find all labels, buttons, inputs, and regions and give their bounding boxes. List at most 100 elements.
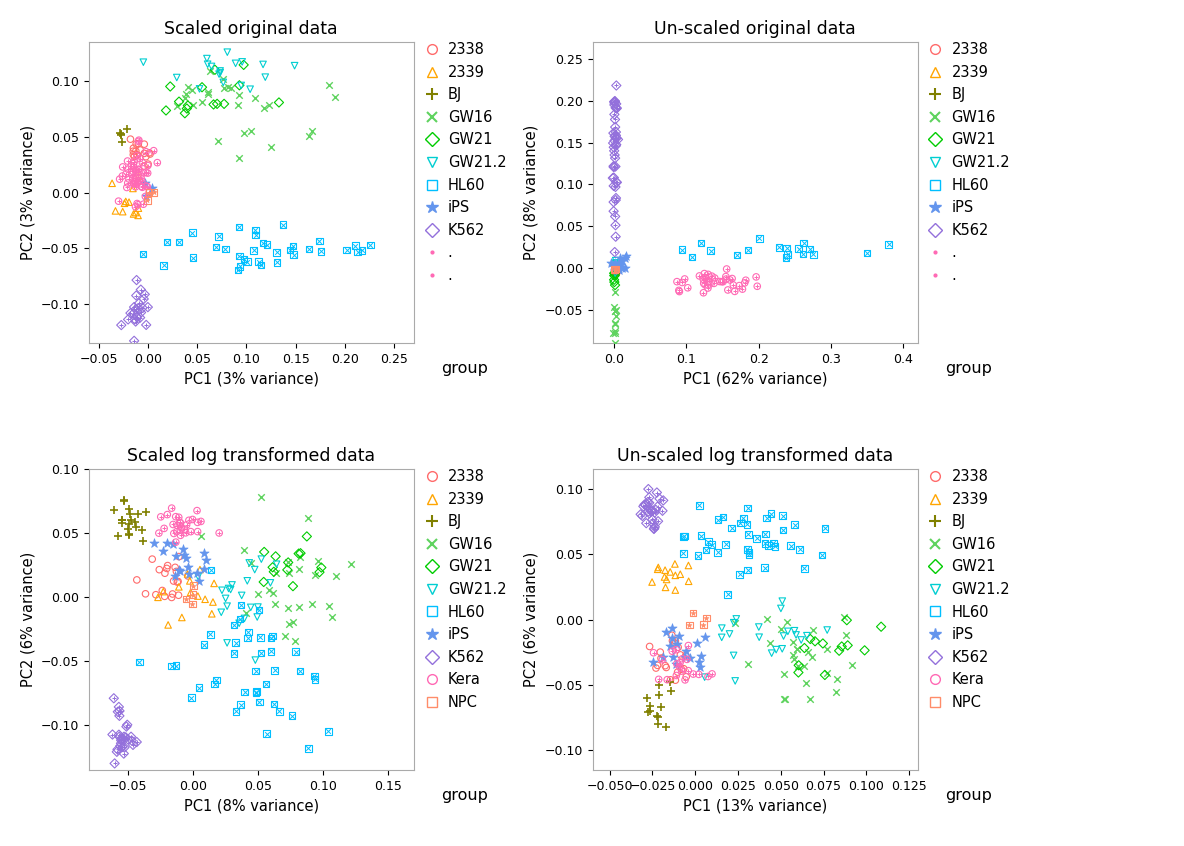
Point bbox=[605, 278, 624, 292]
Point bbox=[188, 570, 207, 584]
Point bbox=[665, 569, 684, 582]
Point bbox=[131, 171, 150, 184]
Point bbox=[311, 244, 330, 258]
Point bbox=[207, 240, 226, 254]
Point bbox=[719, 283, 738, 297]
Point bbox=[699, 535, 718, 548]
Point bbox=[274, 218, 292, 232]
Point bbox=[678, 639, 697, 652]
Point bbox=[646, 503, 665, 517]
Point bbox=[262, 631, 281, 645]
Point bbox=[716, 538, 735, 552]
Point bbox=[246, 228, 265, 242]
Point bbox=[688, 549, 707, 563]
Point bbox=[643, 517, 662, 530]
Point bbox=[129, 297, 148, 310]
Point bbox=[606, 131, 625, 145]
Point bbox=[121, 132, 140, 146]
Point bbox=[691, 650, 710, 663]
Point bbox=[722, 521, 741, 535]
Point bbox=[108, 745, 127, 759]
Point bbox=[231, 260, 250, 273]
Point bbox=[191, 82, 210, 96]
Point bbox=[604, 326, 623, 339]
Point bbox=[257, 238, 276, 251]
Point bbox=[110, 730, 129, 744]
Point bbox=[605, 245, 624, 259]
Point bbox=[607, 265, 626, 278]
Point bbox=[682, 250, 701, 264]
Point bbox=[104, 691, 123, 705]
Point bbox=[135, 288, 154, 301]
Point bbox=[136, 318, 155, 332]
Point bbox=[612, 261, 631, 274]
Point bbox=[770, 240, 789, 254]
Point bbox=[642, 504, 661, 518]
Point bbox=[720, 273, 739, 287]
Point bbox=[157, 562, 176, 575]
Point bbox=[696, 271, 715, 284]
Point bbox=[115, 730, 134, 744]
Point bbox=[109, 195, 128, 208]
Point bbox=[702, 538, 721, 552]
Point bbox=[130, 151, 149, 165]
Point bbox=[137, 179, 156, 193]
Point bbox=[236, 607, 255, 620]
Point bbox=[122, 514, 141, 527]
Point bbox=[111, 739, 130, 753]
Point bbox=[701, 244, 720, 257]
Point bbox=[187, 504, 206, 518]
Point bbox=[211, 64, 230, 78]
Point bbox=[163, 537, 182, 551]
Point bbox=[230, 250, 249, 263]
Point bbox=[126, 180, 144, 194]
Point bbox=[170, 516, 189, 530]
Point bbox=[238, 255, 257, 268]
Point bbox=[637, 691, 656, 705]
Point bbox=[605, 275, 624, 288]
Point bbox=[784, 648, 803, 662]
Point bbox=[670, 660, 689, 673]
Point bbox=[305, 673, 324, 686]
Point bbox=[678, 281, 697, 294]
Point bbox=[114, 732, 133, 745]
Point bbox=[604, 259, 623, 272]
Point bbox=[671, 568, 690, 581]
Point bbox=[718, 262, 736, 276]
Point bbox=[818, 624, 837, 637]
Point bbox=[674, 662, 693, 675]
Point bbox=[631, 508, 650, 521]
Point bbox=[297, 530, 316, 543]
Point bbox=[733, 283, 752, 296]
Point bbox=[111, 127, 130, 140]
Point bbox=[606, 101, 625, 114]
Point bbox=[264, 697, 283, 711]
Point bbox=[118, 176, 137, 190]
Point bbox=[251, 646, 270, 660]
Point bbox=[184, 588, 202, 602]
Point bbox=[318, 724, 337, 738]
Point bbox=[108, 743, 127, 756]
Point bbox=[725, 649, 744, 662]
Point bbox=[644, 522, 663, 536]
Point bbox=[736, 273, 755, 287]
Point bbox=[264, 697, 283, 711]
Point bbox=[673, 243, 691, 256]
Point bbox=[826, 685, 845, 699]
Point bbox=[758, 511, 777, 525]
Point bbox=[606, 336, 625, 349]
Point bbox=[645, 506, 664, 519]
Point bbox=[134, 247, 153, 261]
Point bbox=[774, 667, 793, 681]
Point bbox=[606, 194, 625, 207]
Point bbox=[176, 551, 195, 564]
Point bbox=[142, 181, 161, 195]
Point bbox=[604, 126, 623, 140]
Point bbox=[242, 601, 260, 614]
Point bbox=[605, 285, 624, 299]
Point bbox=[842, 658, 861, 672]
Point bbox=[231, 260, 250, 273]
Point bbox=[122, 159, 141, 173]
Point bbox=[192, 514, 211, 528]
Point bbox=[153, 584, 172, 597]
